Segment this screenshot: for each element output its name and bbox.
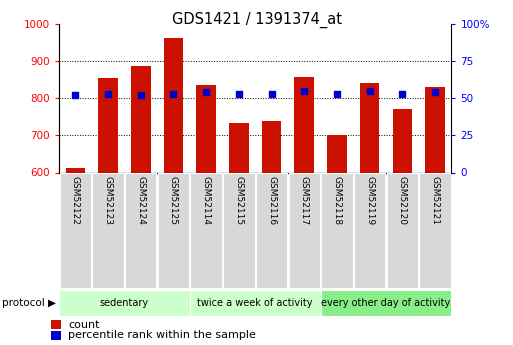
Text: GSM52123: GSM52123 xyxy=(104,176,112,225)
Text: GSM52114: GSM52114 xyxy=(202,176,211,225)
FancyBboxPatch shape xyxy=(256,172,287,288)
FancyBboxPatch shape xyxy=(223,172,254,288)
Text: GSM52115: GSM52115 xyxy=(234,176,243,225)
FancyBboxPatch shape xyxy=(321,290,451,316)
Bar xyxy=(327,136,347,172)
Point xyxy=(267,91,275,97)
Text: GSM52120: GSM52120 xyxy=(398,176,407,225)
FancyBboxPatch shape xyxy=(289,172,320,288)
Text: GSM52116: GSM52116 xyxy=(267,176,276,225)
Point xyxy=(104,91,112,97)
Bar xyxy=(229,123,249,172)
Text: twice a week of activity: twice a week of activity xyxy=(198,298,313,308)
Point xyxy=(169,91,177,97)
FancyBboxPatch shape xyxy=(420,172,451,288)
FancyBboxPatch shape xyxy=(354,172,385,288)
Point xyxy=(300,88,308,94)
Text: GSM52119: GSM52119 xyxy=(365,176,374,225)
Bar xyxy=(98,78,118,172)
Point xyxy=(202,90,210,95)
FancyBboxPatch shape xyxy=(387,172,418,288)
FancyBboxPatch shape xyxy=(321,172,352,288)
FancyBboxPatch shape xyxy=(158,172,189,288)
FancyBboxPatch shape xyxy=(190,172,222,288)
Bar xyxy=(196,85,216,172)
Text: GSM52122: GSM52122 xyxy=(71,176,80,225)
FancyBboxPatch shape xyxy=(59,290,190,316)
Point xyxy=(366,88,374,94)
Bar xyxy=(360,83,380,172)
Point xyxy=(136,92,145,98)
Bar xyxy=(164,38,183,172)
Bar xyxy=(131,66,150,172)
Bar xyxy=(425,87,445,172)
Point xyxy=(333,91,341,97)
Point xyxy=(235,91,243,97)
Text: percentile rank within the sample: percentile rank within the sample xyxy=(68,330,256,340)
Text: GSM52124: GSM52124 xyxy=(136,176,145,225)
Text: GSM52117: GSM52117 xyxy=(300,176,309,225)
Text: count: count xyxy=(68,320,100,330)
Point xyxy=(398,91,406,97)
FancyBboxPatch shape xyxy=(60,172,91,288)
Text: GSM52121: GSM52121 xyxy=(430,176,440,225)
Text: sedentary: sedentary xyxy=(100,298,149,308)
Bar xyxy=(262,121,281,172)
Bar xyxy=(294,77,314,172)
FancyBboxPatch shape xyxy=(190,290,321,316)
FancyBboxPatch shape xyxy=(92,172,124,288)
Point xyxy=(431,90,439,95)
Text: every other day of activity: every other day of activity xyxy=(322,298,450,308)
Bar xyxy=(66,168,85,172)
Bar xyxy=(392,109,412,172)
Text: GSM52125: GSM52125 xyxy=(169,176,178,225)
Text: GSM52118: GSM52118 xyxy=(332,176,342,225)
FancyBboxPatch shape xyxy=(125,172,156,288)
Text: GDS1421 / 1391374_at: GDS1421 / 1391374_at xyxy=(171,12,342,28)
Point xyxy=(71,92,80,98)
Text: protocol ▶: protocol ▶ xyxy=(3,298,56,308)
